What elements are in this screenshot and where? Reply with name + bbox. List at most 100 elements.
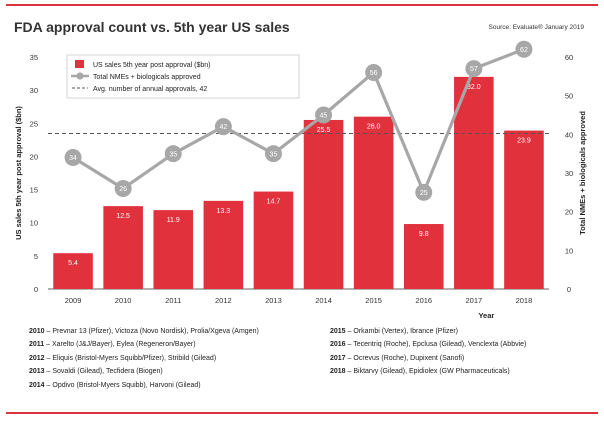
x-tick-label: 2014 <box>315 296 332 305</box>
nme-point-label: 35 <box>169 151 177 158</box>
source-note: Source: Evaluate® January 2019 <box>488 24 585 31</box>
footnotes-right-column: 2015 – Orkambi (Vertex), Ibrance (Pfizer… <box>330 325 590 379</box>
footnote-drugs: Xarelto (J&J/Bayer), Eylea (Regeneron/Ba… <box>51 341 196 349</box>
nme-point-label: 62 <box>520 47 528 54</box>
chart: 0 5 10 15 20 25 30 35 0 10 20 30 40 50 60 US sales 5th … <box>14 40 587 320</box>
legend-line-label: Total NMEs + biologicals approved <box>93 74 201 81</box>
y-left-tick-label: 30 <box>30 86 38 95</box>
footnote-year: 2016 <box>330 341 346 349</box>
footnote-year: 2014 <box>29 381 45 389</box>
nme-point-2013 <box>264 145 282 163</box>
footnote-2012: 2012 – Eliquis (Bristol-Myers Squibb/Pfi… <box>29 354 217 362</box>
nme-point-2018 <box>515 40 533 58</box>
footnote-drugs: Tecentriq (Roche), Epclusa (Gilead), Ven… <box>353 341 527 349</box>
footnote-year: 2013 <box>29 368 45 376</box>
legend-box <box>66 54 300 99</box>
footnote-year: 2012 <box>29 354 45 362</box>
y-left-tick-label: 25 <box>30 119 38 128</box>
y-left-tick-label: 15 <box>30 186 38 195</box>
bar-2016 <box>403 224 444 289</box>
footnotes-left-column: 2010 – Prevnar 13 (Pfizer), Victoza (Nov… <box>29 325 319 392</box>
x-tick-label: 2009 <box>65 296 82 305</box>
y-right-tick-label: 50 <box>565 92 573 101</box>
x-tick-label: 2015 <box>365 296 382 305</box>
nme-point-2016 <box>415 183 433 201</box>
x-tick-label: 2018 <box>516 296 533 305</box>
footnote-drugs: Ocrevus (Roche), Dupixent (Sanofi) <box>353 354 465 362</box>
footnote-drugs: Orkambi (Vertex), Ibrance (Pfizer) <box>353 328 459 335</box>
nme-point-label: 56 <box>370 70 378 77</box>
nme-point-2011 <box>164 145 182 163</box>
footnote-drugs: Biktarvy (Gilead), Epidiolex (GW Pharmac… <box>353 368 510 376</box>
x-tick-label: 2011 <box>165 296 181 305</box>
footnote-2013: 2013 – Sovaldi (Gilead), Tecfidera (Biog… <box>29 368 163 376</box>
footnote-2011: 2011 – Xarelto (J&J/Bayer), Eylea (Regen… <box>29 341 196 349</box>
nme-point-label: 35 <box>270 151 278 158</box>
top-rule <box>6 4 598 6</box>
bar-2013 <box>253 191 294 289</box>
legend-line-marker <box>76 72 84 80</box>
x-tick-label: 2017 <box>466 296 483 305</box>
footnote-drugs: Eliquis (Bristol-Myers Squibb/Pfizer), S… <box>52 354 217 362</box>
footnote-2015: 2015 – Orkambi (Vertex), Ibrance (Pfizer… <box>330 328 459 335</box>
nme-point-2014 <box>315 106 333 124</box>
nme-point-2010 <box>114 179 132 197</box>
y-right-axis-title: Total NMEs + biologicals approved <box>578 111 587 235</box>
bar-value-label: 23.9 <box>517 138 531 145</box>
x-tick-label: 2013 <box>265 296 282 305</box>
x-tick-label: 2010 <box>115 296 132 305</box>
bar-2014 <box>303 119 344 289</box>
nme-point-2017 <box>465 60 483 78</box>
bar-2018 <box>504 130 544 289</box>
y-left-tick-label: 0 <box>34 285 38 294</box>
y-right-tick-label: 0 <box>567 285 571 294</box>
footnote-2014: 2014 – Opdivo (Bristol-Myers Squibb), Ha… <box>29 381 201 389</box>
footnote-drugs: Opdivo (Bristol-Myers Squibb), Harvoni (… <box>52 381 201 389</box>
x-tick-label: 2012 <box>215 296 232 305</box>
nme-series-line <box>72 47 525 194</box>
bar-value-label: 14.7 <box>267 199 281 206</box>
nme-point-2009 <box>64 149 82 167</box>
footnote-year: 2011 <box>29 341 45 349</box>
footnote-year: 2010 <box>29 328 45 335</box>
y-right-tick-label: 10 <box>565 246 573 255</box>
nme-point-label: 57 <box>470 66 478 73</box>
footnote-year: 2018 <box>330 368 346 376</box>
bar-2012 <box>203 200 244 289</box>
chart-title: FDA approval count vs. 5th year US sales <box>14 19 290 35</box>
nme-point-label: 26 <box>119 186 127 193</box>
y-right-tick-label: 30 <box>565 169 573 178</box>
nme-point-label: 25 <box>420 190 428 197</box>
bar-value-label: 11.9 <box>167 217 180 224</box>
bar-2017 <box>454 76 494 289</box>
y-left-tick-label: 35 <box>30 53 38 62</box>
y-right-tick-label: 20 <box>565 208 573 217</box>
nme-point-2012 <box>214 118 232 136</box>
y-left-tick-label: 20 <box>30 152 38 161</box>
bar-value-label: 26.0 <box>367 124 381 131</box>
bar-value-label: 25.5 <box>317 127 331 134</box>
footnote-2018: 2018 – Biktarvy (Gilead), Epidiolex (GW … <box>330 368 510 376</box>
nme-point-2015 <box>365 63 383 81</box>
bar-value-label: 32.0 <box>467 84 481 91</box>
bottom-rule <box>6 412 598 414</box>
y-left-axis-title: US sales 5th year post approval ($bn) <box>14 106 23 240</box>
footnote-2017: 2017 – Ocrevus (Roche), Dupixent (Sanofi… <box>330 354 465 362</box>
footnote-drugs: Sovaldi (Gilead), Tecfidera (Biogen) <box>52 368 163 376</box>
bar-value-label: 13.3 <box>217 208 231 215</box>
footnote-2010: 2010 – Prevnar 13 (Pfizer), Victoza (Nov… <box>29 328 259 335</box>
footnote-2016: 2016 – Tecentriq (Roche), Epclusa (Gilea… <box>330 341 527 349</box>
bar-2015 <box>353 116 394 290</box>
nme-point-label: 42 <box>219 124 227 131</box>
x-tick-label: 2016 <box>415 296 432 305</box>
y-left-tick-label: 10 <box>30 219 38 228</box>
footnote-year: 2017 <box>330 354 346 362</box>
x-axis-title: Year <box>478 311 494 320</box>
y-right-tick-label: 60 <box>565 53 573 62</box>
bar-2009 <box>53 253 93 289</box>
legend-dash-label: Avg. number of annual approvals, 42 <box>93 86 207 93</box>
y-left-tick-label: 5 <box>34 252 38 261</box>
bar-value-label: 12.5 <box>116 213 130 220</box>
bar-2011 <box>153 210 194 289</box>
bar-value-label: 5.4 <box>68 260 78 267</box>
